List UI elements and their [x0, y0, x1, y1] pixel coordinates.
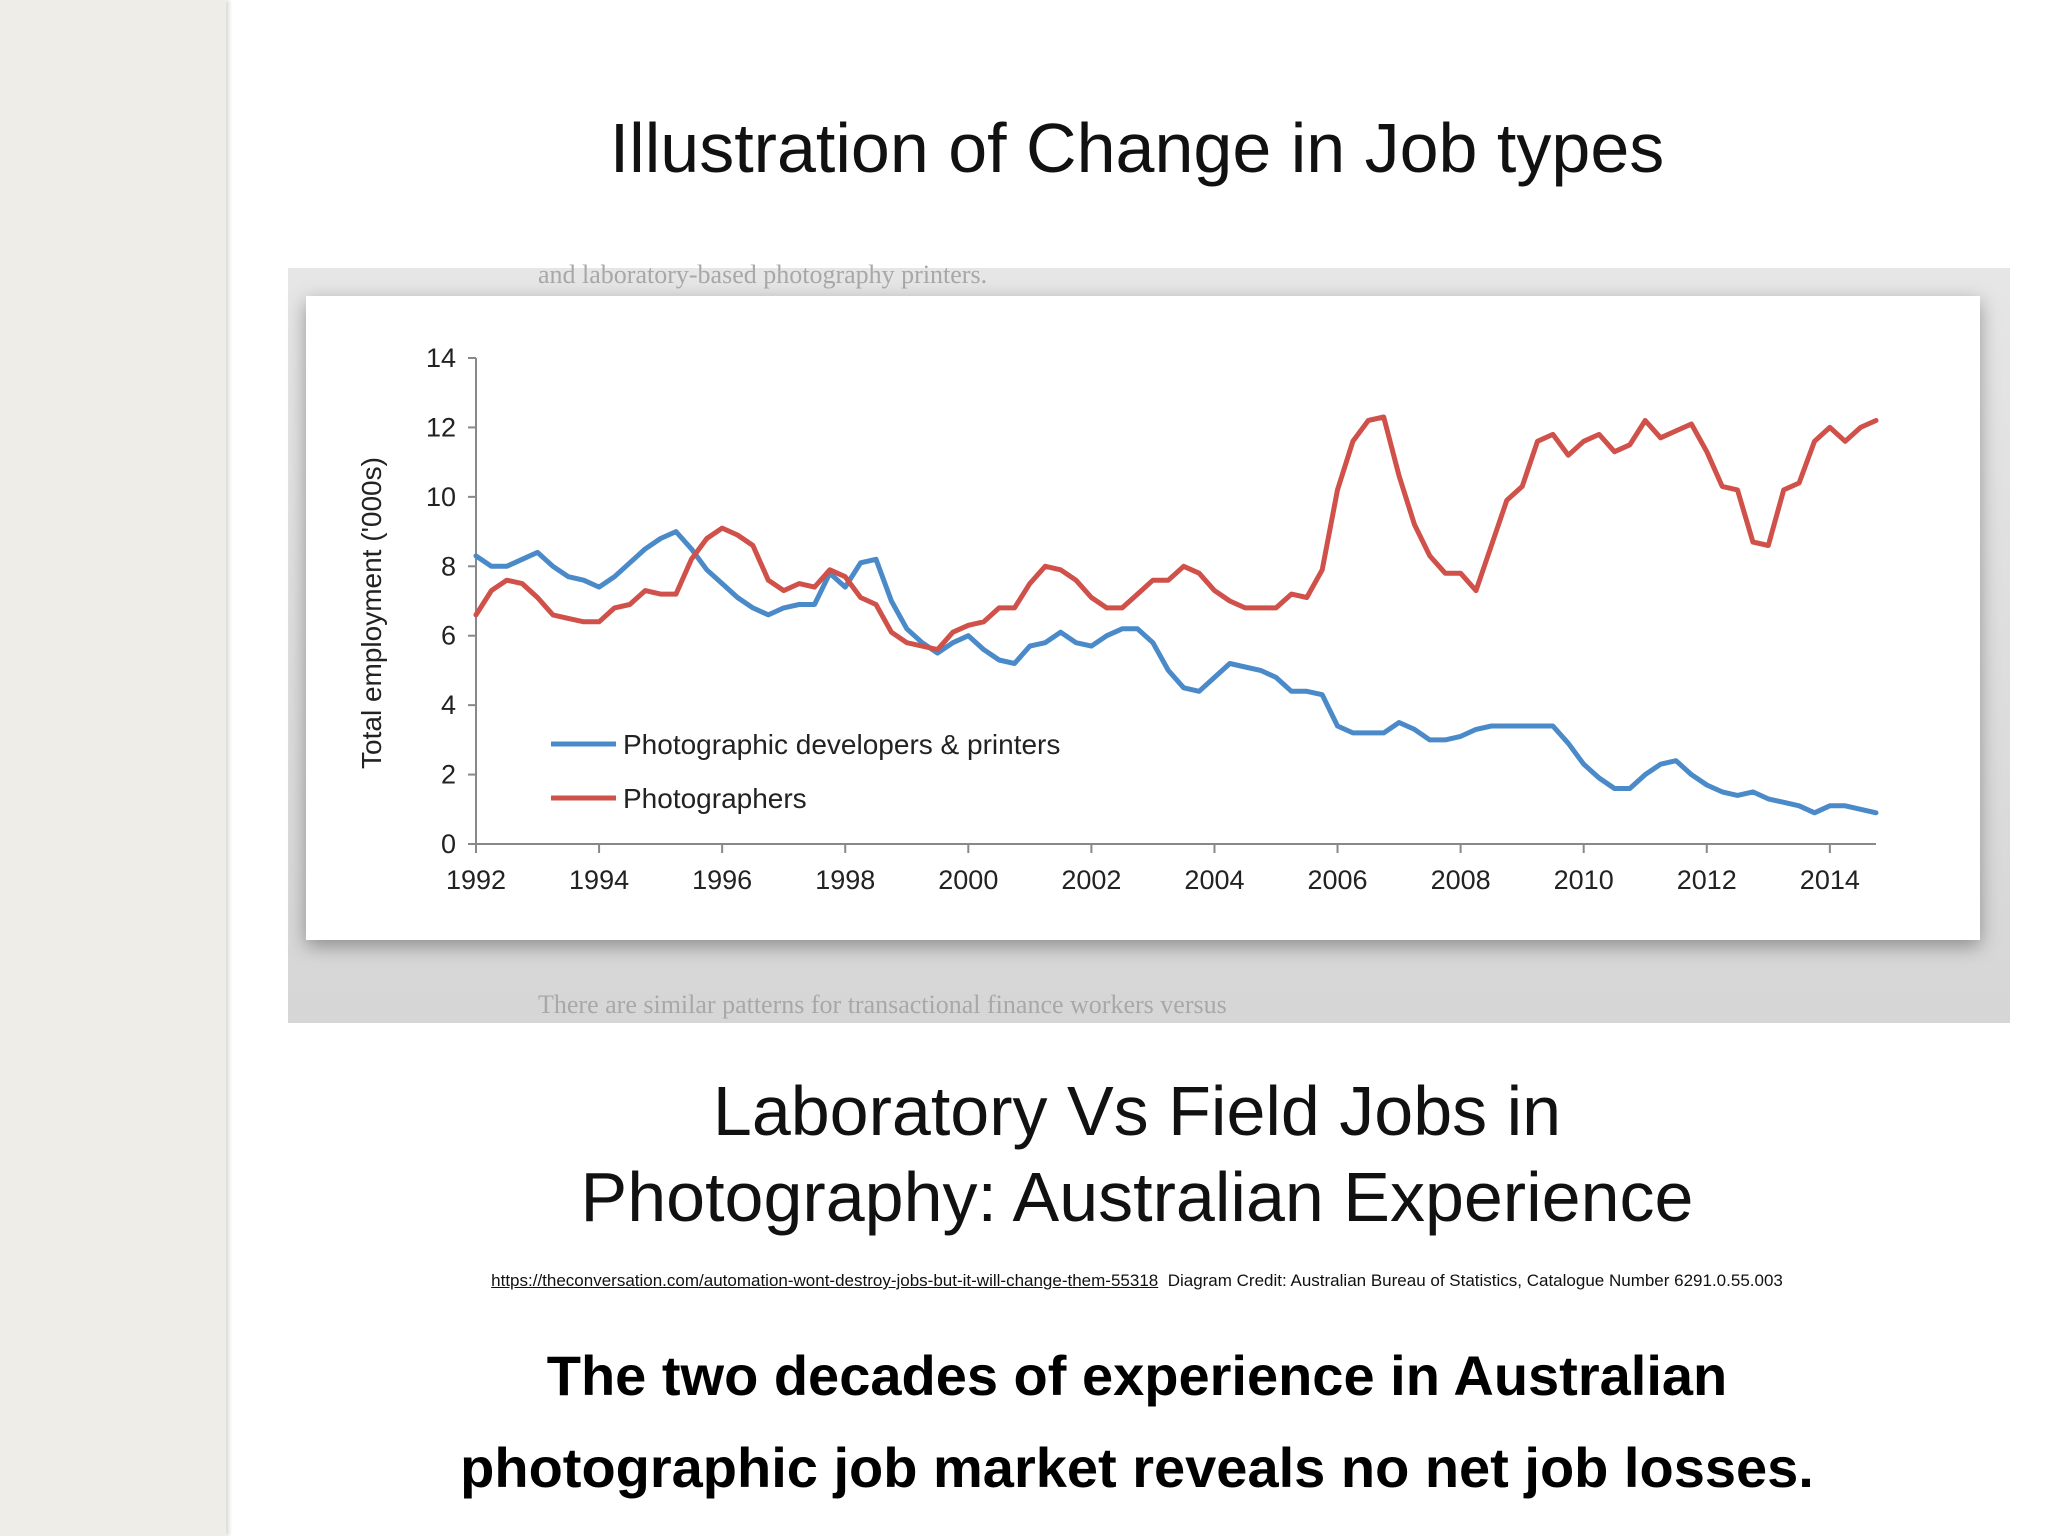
y-tick-label: 8	[441, 551, 456, 581]
y-tick-label: 4	[441, 690, 456, 720]
conclusion-statement: The two decades of experience in Austral…	[226, 1330, 2048, 1514]
x-tick-label: 2006	[1307, 865, 1367, 895]
y-tick-label: 0	[441, 829, 456, 859]
x-tick-label: 1998	[815, 865, 875, 895]
x-tick-label: 1996	[692, 865, 752, 895]
y-tick-label: 14	[426, 343, 456, 373]
conclusion-line: The two decades of experience in Austral…	[546, 1344, 1728, 1407]
y-tick-label: 10	[426, 482, 456, 512]
legend-label: Photographic developers & printers	[623, 729, 1060, 760]
slide-title: Illustration of Change in Job types	[609, 109, 1665, 187]
series-line-developers-printers	[473, 529, 1879, 816]
scan-context-bottom: There are similar patterns for transacti…	[538, 990, 1227, 1019]
chart-caption: Laboratory Vs Field Jobs in Photography:…	[226, 1068, 2048, 1240]
conclusion-line: photographic job market reveals no net j…	[460, 1436, 1814, 1499]
series-line-photographers	[473, 414, 1879, 653]
chart-frame: and laboratory-based photography printer…	[288, 260, 2010, 1023]
caption-line: Laboratory Vs Field Jobs in	[712, 1072, 1562, 1150]
x-tick-label: 2010	[1554, 865, 1614, 895]
caption-line: Photography: Australian Experience	[580, 1158, 1694, 1236]
y-axis-label: Total employment ('000s)	[356, 457, 387, 769]
x-tick-label: 2012	[1677, 865, 1737, 895]
legend-label: Photographers	[623, 783, 807, 814]
x-tick-label: 1992	[446, 865, 506, 895]
y-tick-label: 6	[441, 621, 456, 651]
credit-line: https://theconversation.com/automation-w…	[226, 1271, 2048, 1291]
slide-margin	[0, 0, 226, 1536]
credit-text: Diagram Credit: Australian Bureau of Sta…	[1167, 1271, 1783, 1290]
y-tick-label: 2	[441, 760, 456, 790]
x-tick-label: 2004	[1184, 865, 1244, 895]
x-tick-label: 2002	[1061, 865, 1121, 895]
chart-card: 0 2 4 6 8 10 12 14 1992 1994 1996 1998 2000 2002 2004 2…	[306, 296, 1980, 940]
x-tick-label: 2000	[938, 865, 998, 895]
scan-context-top: and laboratory-based photography printer…	[538, 260, 988, 289]
y-tick-label: 12	[426, 412, 456, 442]
x-tick-label: 1994	[569, 865, 629, 895]
source-link[interactable]: https://theconversation.com/automation-w…	[491, 1271, 1159, 1290]
x-tick-label: 2014	[1800, 865, 1860, 895]
x-tick-label: 2008	[1431, 865, 1491, 895]
line-chart: 0 2 4 6 8 10 12 14 1992 1994 1996 1998 2000 2002 2004 2…	[356, 343, 1879, 895]
